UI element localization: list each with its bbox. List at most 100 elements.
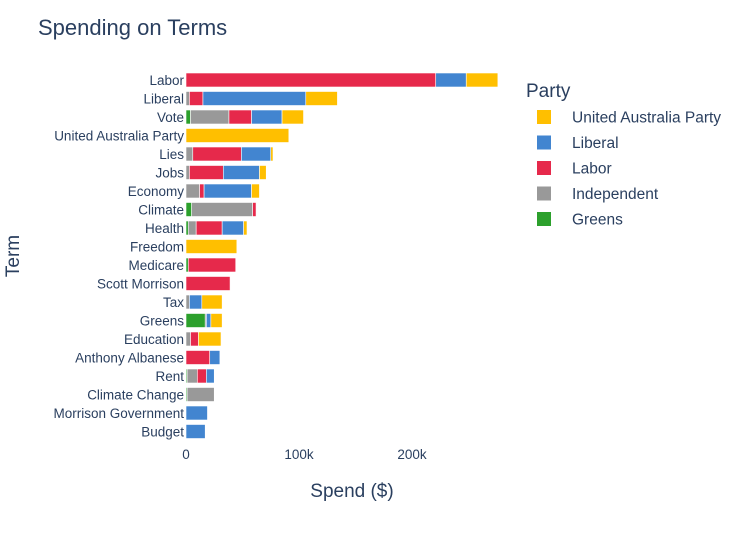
bar-vote-labor[interactable]	[228, 109, 252, 125]
bar-labor-united-australia-party[interactable]	[465, 72, 499, 88]
bar-liberal-independent[interactable]	[185, 91, 190, 106]
bar-health-greens[interactable]	[185, 220, 189, 236]
y-tick-label: Rent	[155, 369, 184, 384]
legend-swatch	[537, 110, 551, 124]
bar-anthony-albanese-liberal[interactable]	[209, 350, 221, 365]
bar-liberal-united-australia-party[interactable]	[305, 91, 338, 106]
bar-jobs-united-australia-party[interactable]	[259, 165, 267, 180]
x-tick-label: 100k	[284, 447, 314, 462]
bar-education-independent[interactable]	[185, 331, 191, 347]
bar-economy-united-australia-party[interactable]	[251, 183, 260, 199]
bar-vote-united-australia-party[interactable]	[281, 109, 304, 125]
y-tick-label: Budget	[141, 425, 184, 440]
bar-scott-morrison-labor[interactable]	[185, 276, 231, 291]
y-tick-label: Education	[124, 332, 184, 347]
bar-lies-labor[interactable]	[192, 146, 242, 162]
y-tick-label: Tax	[163, 295, 184, 310]
bar-liberal-liberal[interactable]	[202, 91, 307, 106]
y-tick-label: Medicare	[128, 258, 184, 273]
legend-item-united-australia-party[interactable]: United Australia Party	[537, 110, 721, 127]
legend-label: Independent	[572, 186, 659, 203]
legend-title: Party	[526, 81, 571, 102]
bar-labor-labor[interactable]	[185, 72, 437, 88]
legend-label: Labor	[572, 161, 612, 178]
bar-lies-independent[interactable]	[185, 146, 194, 162]
legend-label: Liberal	[572, 135, 619, 152]
legend-label: Greens	[572, 212, 623, 229]
bar-climate-greens[interactable]	[185, 202, 192, 217]
bar-health-labor[interactable]	[195, 220, 223, 236]
bar-economy-independent[interactable]	[185, 183, 200, 199]
bar-tax-united-australia-party[interactable]	[201, 294, 223, 310]
legend-label: United Australia Party	[572, 110, 721, 127]
bar-health-united-australia-party[interactable]	[243, 220, 248, 236]
legend-swatch	[537, 135, 551, 150]
y-tick-label: Freedom	[130, 240, 184, 255]
bar-lies-liberal[interactable]	[241, 146, 272, 162]
chart-title: Spending on Terms	[38, 15, 227, 40]
bar-rent-independent[interactable]	[186, 368, 198, 384]
bar-health-independent[interactable]	[187, 220, 197, 236]
bar-labor-liberal[interactable]	[435, 72, 467, 88]
bar-health-liberal[interactable]	[221, 220, 244, 236]
bar-tax-independent[interactable]	[185, 294, 190, 310]
legend-item-independent[interactable]: Independent	[537, 186, 659, 203]
legend-item-greens[interactable]: Greens	[537, 212, 623, 229]
bar-tax-liberal[interactable]	[189, 294, 203, 310]
bar-economy-liberal[interactable]	[203, 183, 252, 199]
y-tick-label: Climate Change	[87, 388, 184, 403]
bar-anthony-albanese-labor[interactable]	[185, 350, 211, 365]
bar-budget-liberal[interactable]	[185, 424, 206, 439]
y-tick-label: Lies	[159, 147, 184, 162]
bar-economy-labor[interactable]	[199, 183, 205, 199]
bar-education-labor[interactable]	[190, 331, 199, 347]
y-tick-label: Economy	[128, 184, 185, 199]
bar-greens-greens[interactable]	[185, 313, 206, 328]
x-axis-ticks: 0 100k 200k	[182, 447, 427, 462]
y-tick-label: Labor	[149, 73, 184, 88]
y-axis-ticks: Labor Liberal Vote United Australia Party Li…	[53, 73, 184, 440]
y-tick-label: Jobs	[155, 166, 184, 181]
bar-rent-labor[interactable]	[197, 368, 207, 384]
y-tick-label: Liberal	[143, 92, 184, 107]
legend-swatch	[537, 161, 551, 175]
legend-swatch	[537, 212, 551, 226]
bar-climate-labor[interactable]	[252, 202, 257, 217]
bar-vote-liberal[interactable]	[251, 109, 283, 125]
bar-climate-change-independent[interactable]	[186, 387, 215, 402]
legend[interactable]: United Australia Party Liberal Labor Indepe…	[537, 110, 721, 229]
x-tick-label: 0	[182, 447, 190, 462]
legend-item-labor[interactable]: Labor	[537, 161, 612, 178]
bar-medicare-labor[interactable]	[187, 257, 237, 273]
bar-education-united-australia-party[interactable]	[198, 331, 222, 347]
bar-vote-greens[interactable]	[185, 109, 191, 125]
bar-rent-liberal[interactable]	[206, 368, 215, 384]
bar-freedom-united-australia-party[interactable]	[185, 239, 238, 254]
y-tick-label: United Australia Party	[54, 129, 184, 144]
x-axis-title: Spend ($)	[310, 481, 393, 502]
bars-layer	[185, 72, 499, 439]
y-tick-label: Scott Morrison	[97, 277, 184, 292]
bar-jobs-independent[interactable]	[185, 165, 190, 180]
bar-climate-independent[interactable]	[191, 202, 253, 217]
bar-united-australia-party-united-australia-party[interactable]	[185, 128, 290, 143]
legend-swatch	[537, 186, 551, 201]
x-tick-label: 200k	[397, 447, 427, 462]
y-tick-label: Climate	[138, 203, 184, 218]
bar-vote-independent[interactable]	[190, 109, 230, 125]
bar-jobs-labor[interactable]	[189, 165, 224, 180]
bar-morrison-government-liberal[interactable]	[185, 405, 208, 421]
bar-greens-liberal[interactable]	[206, 313, 212, 328]
bar-liberal-labor[interactable]	[189, 91, 204, 106]
y-tick-label: Vote	[157, 110, 184, 125]
bar-greens-united-australia-party[interactable]	[210, 313, 223, 328]
bar-medicare-greens[interactable]	[185, 257, 189, 273]
y-axis-title: Term	[3, 235, 24, 277]
y-tick-label: Health	[145, 221, 184, 236]
y-tick-label: Morrison Government	[53, 406, 184, 421]
bar-jobs-liberal[interactable]	[222, 165, 260, 180]
y-tick-label: Anthony Albanese	[75, 351, 184, 366]
bar-lies-united-australia-party[interactable]	[270, 146, 274, 162]
legend-item-liberal[interactable]: Liberal	[537, 135, 619, 152]
